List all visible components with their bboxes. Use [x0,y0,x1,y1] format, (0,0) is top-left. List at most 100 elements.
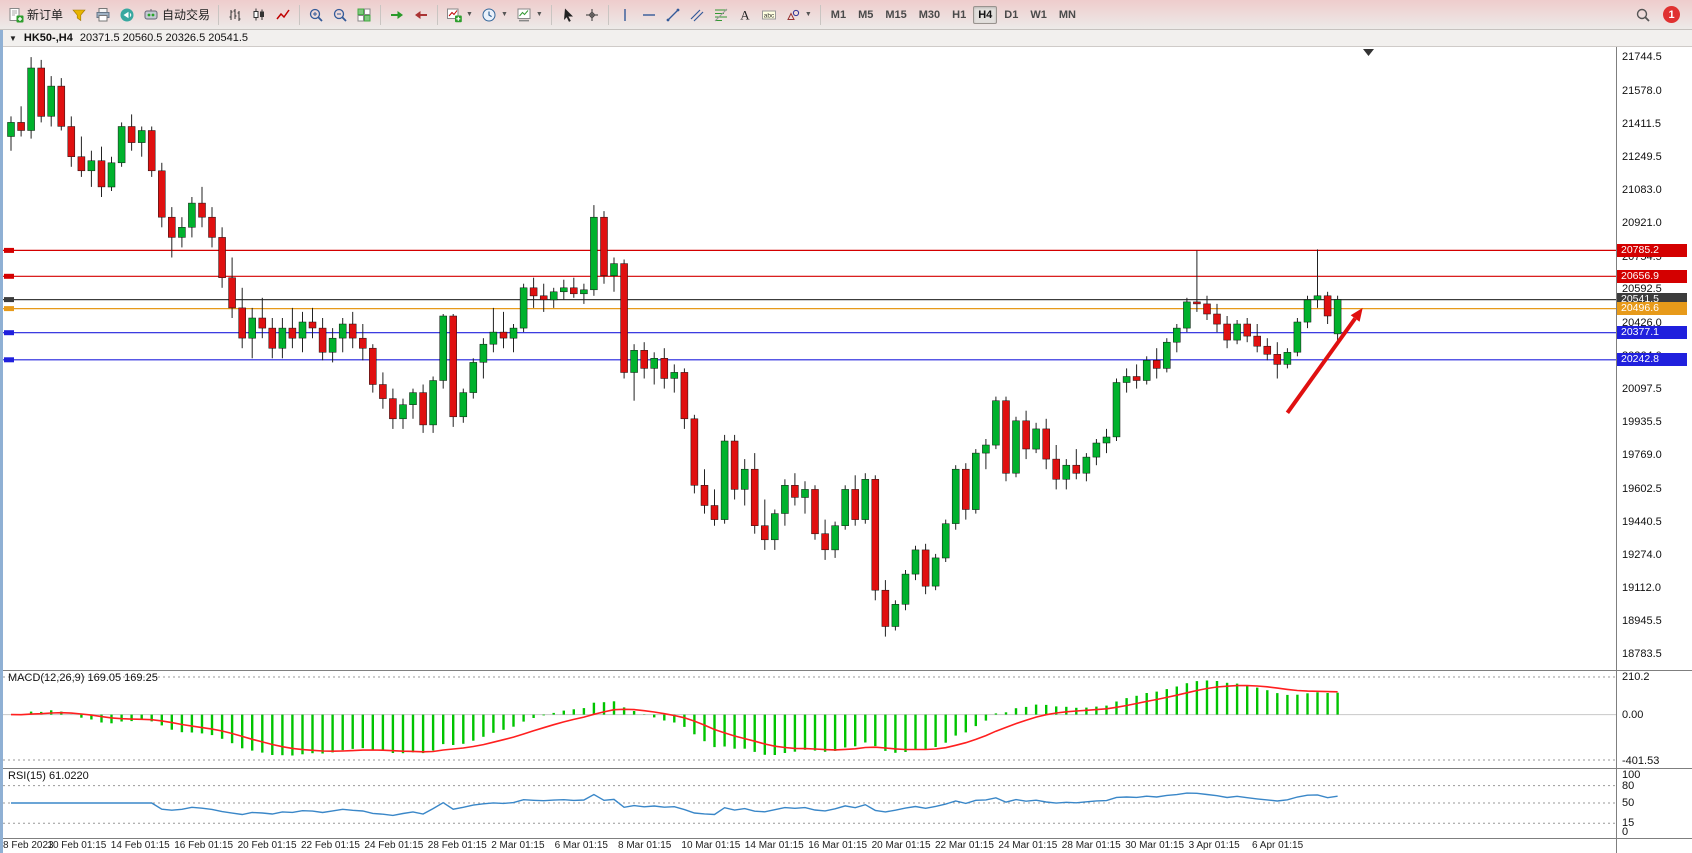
cursor-button[interactable] [556,2,580,28]
timeframe-D1-button[interactable]: D1 [1004,8,1019,21]
dropdown-arrow-icon[interactable]: ▼ [535,11,543,18]
price-tag-support[interactable]: 20242.8 [1617,353,1687,367]
rsi-canvas[interactable]: RSI(15) 61.0220 [3,769,1616,838]
timeframe-W1-button[interactable]: W1 [1030,8,1047,21]
price-tag-support[interactable]: 20377.1 [1617,326,1687,340]
macd-label: MACD(12,26,9) 169.05 169.25 [8,672,158,684]
new-chart-button[interactable]: ▼ [442,2,477,28]
toolbar-separator [299,4,301,25]
y-axis-tick: 19935.5 [1622,415,1662,428]
time-axis[interactable]: 8 Feb 2023 10 Feb 01:15 14 Feb 01:15 16 Feb… [3,838,1616,853]
macd-canvas[interactable]: MACD(12,26,9) 169.05 169.25 [3,671,1616,768]
alerts-button[interactable] [115,2,139,28]
rsi-axis-label: 15 [1622,817,1635,830]
print-icon [95,7,111,23]
fibonacci-button[interactable] [709,2,733,28]
y-axis-tick: 21578.0 [1622,84,1662,97]
price-tag-level[interactable]: 20496.6 [1617,302,1687,316]
channel-button[interactable] [685,2,709,28]
template-button[interactable]: ▼ [512,2,547,28]
crosshair-button[interactable] [580,2,604,28]
price-panel: 21744.5 21578.0 21411.5 21249.5 21083.0 20921… [3,47,1692,670]
chart-shift-marker[interactable] [1363,49,1374,56]
tile-windows-icon [356,7,372,23]
toolbar-separator [380,4,382,25]
crosshair-icon [584,7,600,23]
tile-windows-button[interactable] [352,2,376,28]
period-button[interactable]: ▼ [477,2,512,28]
dropdown-arrow-icon[interactable]: ▼ [466,11,473,18]
new-order-icon [8,7,24,23]
shapes-icon [785,7,801,23]
candles-chart-button[interactable] [247,2,271,28]
text-button[interactable]: A [733,2,757,28]
x-axis-label: 6 Apr 01:15 [1252,840,1304,851]
autotrading-button[interactable]: 自动交易 [139,2,214,28]
zoom-out-button[interactable] [328,2,352,28]
line-chart-button[interactable] [271,2,295,28]
timeframe-M15-button[interactable]: M15 [885,8,907,21]
horizontal-line-button[interactable] [637,2,661,28]
text-icon: A [737,7,753,23]
window-menu-icon[interactable]: ▼ [9,33,17,43]
zoom-in-icon [308,7,324,23]
x-axis-label: 16 Feb 01:15 [174,840,234,851]
x-axis-label: 8 Mar 01:15 [618,840,672,851]
trend-arrow-annotation[interactable] [1285,307,1363,414]
toolbar-separator [218,4,220,25]
period-icon [481,7,497,23]
timeframe-M5-button[interactable]: M5 [858,8,874,21]
timeframe-H1-button[interactable]: H1 [952,8,967,21]
notifications-badge[interactable]: 1 [1663,6,1680,23]
x-axis-label: 20 Mar 01:15 [871,840,931,851]
new-order-button-label: 新订单 [27,8,64,22]
macd-axis-label: 0.00 [1622,708,1644,721]
zoom-out-icon [332,7,348,23]
profiles-icon [71,7,87,23]
timeframe-M30-button[interactable]: M30 [918,8,941,21]
shapes-button[interactable]: ▼ [781,2,816,28]
y-axis-tick: 21249.5 [1622,150,1662,163]
zoom-in-button[interactable] [304,2,328,28]
dropdown-arrow-icon[interactable]: ▼ [500,11,508,18]
toolbar-separator [819,4,821,25]
price-chart-canvas[interactable] [3,47,1616,670]
chart-shift-button[interactable] [409,2,433,28]
hline-icon [641,7,657,23]
megaphone-icon [119,7,135,23]
profiles-button[interactable] [67,2,91,28]
toolbar-separator [550,4,552,25]
macd-axis[interactable]: 210.2 0.00 -401.53 [1616,671,1692,768]
price-tag-resistance[interactable]: 20656.9 [1617,269,1687,283]
rsi-axis-label: 0 [1622,826,1629,838]
search-button[interactable] [1631,2,1655,28]
new-order-button[interactable]: 新订单 [4,2,67,28]
timeframe-H4-button[interactable]: H4 [973,5,998,24]
trendline-icon [665,7,681,23]
candlestick-chart [3,49,1616,637]
new-chart-icon [446,7,462,23]
bars-chart-button[interactable] [223,2,247,28]
auto-scroll-button[interactable] [385,2,409,28]
template-icon [516,7,532,23]
toolbar-separator [437,4,439,25]
timeframe-MN-button[interactable]: MN [1058,8,1076,21]
trendline-button[interactable] [661,2,685,28]
print-button[interactable] [91,2,115,28]
rsi-axis[interactable]: 100 80 50 15 0 [1616,769,1692,838]
timeframe-M1-button[interactable]: M1 [830,8,847,21]
price-tag-resistance[interactable]: 20785.2 [1617,243,1687,257]
x-axis-label: 8 Feb 2023 [3,840,54,851]
vertical-line-button[interactable] [613,2,637,28]
y-axis-tick: 19769.0 [1622,449,1662,462]
dropdown-arrow-icon[interactable]: ▼ [804,11,812,18]
y-axis-tick: 19274.0 [1622,549,1662,562]
bars-icon [227,7,243,23]
price-axis[interactable]: 21744.5 21578.0 21411.5 21249.5 21083.0 20921… [1616,47,1692,670]
label-button[interactable]: abc [757,2,781,28]
autotrading-button-label: 自动交易 [162,8,211,22]
y-axis-tick: 21083.0 [1622,184,1662,197]
fibonacci-icon [713,7,729,23]
